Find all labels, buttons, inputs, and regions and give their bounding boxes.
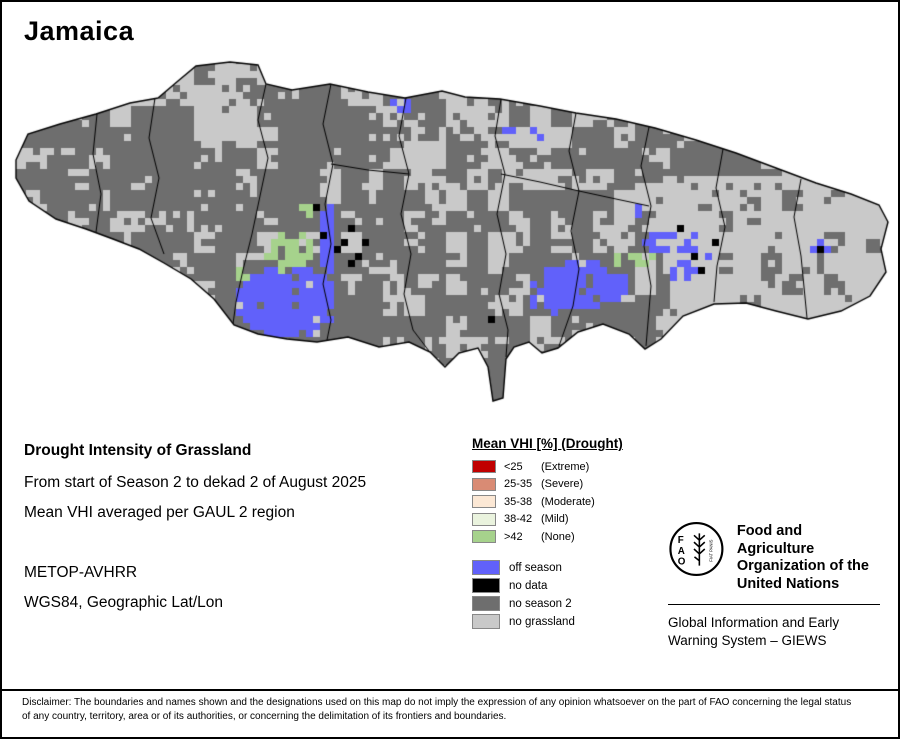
legend-swatch-extreme [472, 460, 496, 474]
legend-row-extreme: <25 (Extreme) [472, 458, 623, 476]
disclaimer-divider [2, 689, 898, 691]
legend-label: (Severe) [541, 478, 584, 491]
legend-swatch-none [472, 530, 496, 544]
legend: Mean VHI [%] (Drought) <25 (Extreme) 25-… [472, 436, 623, 631]
legend-swatch-offseason [472, 560, 500, 575]
legend-label: no data [509, 579, 548, 592]
legend-swatch-noseason2 [472, 596, 500, 611]
legend-row-mild: 38-42 (Mild) [472, 511, 623, 529]
legend-range: <25 [504, 460, 523, 473]
legend-label: no grassland [509, 615, 575, 628]
jamaica-drought-map [2, 2, 898, 432]
legend-range: 25-35 [504, 478, 533, 491]
info-aggregation: Mean VHI averaged per GAUL 2 region [24, 504, 295, 521]
legend-swatch-nodata [472, 578, 500, 593]
legend-label: (Moderate) [541, 495, 595, 508]
giews-line: Global Information and Early [668, 615, 840, 630]
wheat-icon [693, 533, 706, 566]
fao-divider [668, 604, 880, 605]
legend-row-nograssland: no grassland [472, 613, 623, 631]
fao-logo-icon: F A O FIAT PANIS [669, 521, 724, 577]
legend-row-noseason2: no season 2 [472, 595, 623, 613]
legend-title: Mean VHI [%] (Drought) [472, 436, 623, 451]
fao-branding: F A O FIAT PANIS Food and Agriculture Or… [668, 520, 880, 650]
legend-group-other: off season no data no season 2 no grassl… [472, 559, 623, 631]
fao-org-line: Organization of the [736, 558, 869, 574]
legend-swatch-moderate [472, 495, 496, 509]
legend-swatch-mild [472, 512, 496, 526]
fao-logo-letter: F [678, 535, 684, 546]
fao-org-name: Food and Agriculture Organization of the… [737, 520, 880, 593]
legend-swatch-severe [472, 477, 496, 491]
fao-logo-motto: FIAT PANIS [709, 539, 714, 561]
fao-logo-letter: A [678, 546, 685, 557]
legend-range: 38-42 [504, 513, 533, 526]
legend-label: off season [509, 561, 562, 574]
legend-label: (Mild) [541, 513, 569, 526]
legend-row-severe: 25-35 (Severe) [472, 476, 623, 494]
fao-org-line: United Nations [736, 575, 840, 592]
info-product-title: Drought Intensity of Grassland [24, 442, 252, 459]
legend-range: >42 [504, 530, 523, 543]
giews-line: Warning System – GIEWS [668, 633, 827, 648]
legend-label: (Extreme) [541, 460, 590, 473]
legend-range: 35-38 [504, 495, 533, 508]
fao-logo-letter: O [678, 557, 686, 568]
legend-row-offseason: off season [472, 559, 623, 577]
info-sensor: METOP-AVHRR [24, 564, 138, 581]
legend-label: no season 2 [509, 597, 572, 610]
legend-swatch-nograssland [472, 614, 500, 629]
fao-org-line: Food and Agriculture [736, 523, 815, 557]
giews-name: Global Information and Early Warning Sys… [668, 614, 880, 650]
legend-label: (None) [541, 530, 575, 543]
legend-row-moderate: 35-38 (Moderate) [472, 493, 623, 511]
page-title: Jamaica [24, 16, 135, 46]
disclaimer-text: Disclaimer: The boundaries and names sho… [22, 697, 852, 722]
legend-row-nodata: no data [472, 577, 623, 595]
fao-header: F A O FIAT PANIS Food and Agriculture Or… [668, 520, 880, 593]
info-projection: WGS84, Geographic Lat/Lon [24, 594, 224, 611]
legend-row-none: >42 (None) [472, 528, 623, 546]
info-period: From start of Season 2 to dekad 2 of Aug… [24, 474, 367, 491]
